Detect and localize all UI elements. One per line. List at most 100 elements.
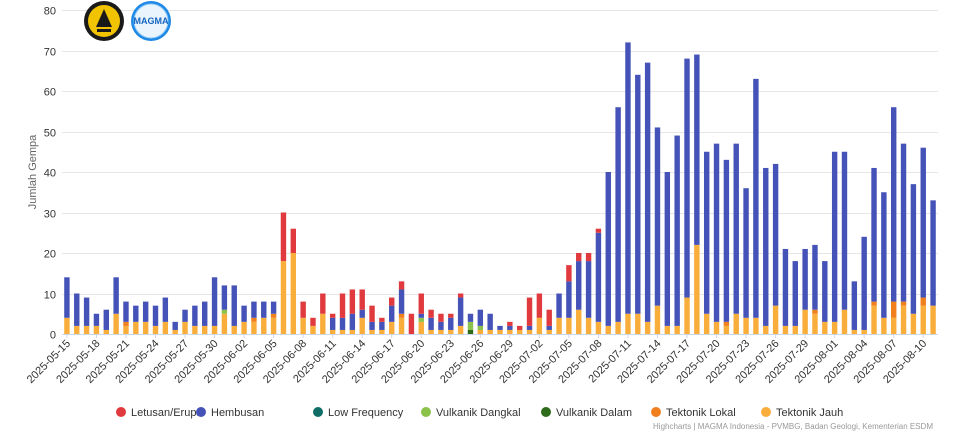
bar-segment[interactable]: [329, 313, 336, 318]
bar-stack[interactable]: [841, 151, 848, 334]
bar-stack[interactable]: [871, 167, 877, 334]
bar-segment[interactable]: [192, 325, 198, 334]
bar-segment[interactable]: [782, 325, 789, 334]
bar-segment[interactable]: [566, 265, 572, 282]
bar-segment[interactable]: [428, 317, 434, 330]
legend[interactable]: Letusan/Erupsi Hembusan Low Frequency Vulka…: [116, 407, 843, 419]
bar-segment[interactable]: [605, 172, 611, 326]
bar-segment[interactable]: [861, 236, 867, 330]
bar-segment[interactable]: [123, 325, 129, 334]
bar-segment[interactable]: [261, 317, 267, 334]
bar-segment[interactable]: [546, 325, 552, 330]
bar-segment[interactable]: [733, 313, 739, 334]
bar-stack[interactable]: [448, 313, 454, 334]
bar-segment[interactable]: [241, 321, 247, 334]
bar-segment[interactable]: [536, 293, 543, 318]
bar-stack[interactable]: [103, 309, 109, 334]
bar-segment[interactable]: [507, 325, 513, 330]
bar-segment[interactable]: [467, 321, 474, 330]
bar-segment[interactable]: [369, 305, 375, 322]
bar-segment[interactable]: [812, 244, 818, 310]
bar-segment[interactable]: [635, 74, 641, 314]
bar-segment[interactable]: [753, 78, 759, 318]
legend-item[interactable]: Tektonik Jauh: [761, 407, 843, 419]
bar-segment[interactable]: [526, 297, 533, 326]
bar-segment[interactable]: [202, 301, 208, 326]
bar-segment[interactable]: [438, 329, 444, 334]
bar-stack[interactable]: [261, 301, 267, 334]
bar-stack[interactable]: [635, 74, 641, 334]
bar-segment[interactable]: [920, 297, 926, 306]
bar-segment[interactable]: [359, 317, 365, 334]
bar-segment[interactable]: [74, 325, 80, 334]
bar-stack[interactable]: [507, 321, 513, 334]
bar-stack[interactable]: [920, 147, 926, 334]
bar-segment[interactable]: [418, 313, 424, 318]
bar-segment[interactable]: [733, 143, 739, 314]
bar-segment[interactable]: [546, 309, 552, 326]
bar-segment[interactable]: [644, 321, 651, 334]
bar-segment[interactable]: [379, 329, 385, 334]
bar-segment[interactable]: [389, 305, 395, 322]
bar-segment[interactable]: [418, 293, 424, 314]
bar-segment[interactable]: [398, 317, 405, 334]
bar-segment[interactable]: [615, 321, 621, 334]
bar-segment[interactable]: [418, 321, 424, 334]
bar-stack[interactable]: [457, 293, 464, 335]
bar-segment[interactable]: [398, 281, 405, 290]
bar-segment[interactable]: [261, 301, 267, 318]
bar-segment[interactable]: [900, 305, 907, 334]
bar-segment[interactable]: [448, 317, 454, 330]
bar-segment[interactable]: [310, 317, 316, 326]
bar-stack[interactable]: [644, 62, 651, 334]
bar-segment[interactable]: [320, 293, 326, 314]
bar-stack[interactable]: [231, 285, 237, 334]
bar-stack[interactable]: [910, 184, 917, 334]
bar-segment[interactable]: [162, 321, 169, 334]
bar-segment[interactable]: [369, 321, 375, 330]
bar-segment[interactable]: [103, 309, 109, 330]
bar-segment[interactable]: [900, 143, 907, 302]
bar-segment[interactable]: [221, 309, 228, 314]
bar-segment[interactable]: [802, 248, 808, 310]
bar-segment[interactable]: [211, 277, 218, 326]
bar-segment[interactable]: [457, 297, 464, 326]
bar-segment[interactable]: [812, 309, 818, 314]
bar-segment[interactable]: [576, 261, 582, 310]
bar-segment[interactable]: [763, 167, 769, 326]
bar-segment[interactable]: [231, 325, 237, 334]
bar-segment[interactable]: [300, 301, 306, 318]
bar-segment[interactable]: [93, 325, 100, 334]
bar-stack[interactable]: [694, 54, 700, 334]
bar-segment[interactable]: [497, 329, 503, 334]
bar-stack[interactable]: [566, 265, 572, 334]
bar-segment[interactable]: [812, 313, 818, 334]
bar-segment[interactable]: [743, 188, 749, 318]
bar-segment[interactable]: [664, 325, 671, 334]
bar-series[interactable]: [64, 42, 936, 334]
bar-segment[interactable]: [359, 309, 365, 318]
bar-stack[interactable]: [123, 301, 129, 334]
bar-stack[interactable]: [605, 172, 611, 334]
bar-segment[interactable]: [556, 293, 562, 318]
bar-stack[interactable]: [615, 107, 621, 334]
bar-segment[interactable]: [113, 277, 119, 314]
bar-segment[interactable]: [861, 329, 867, 334]
bar-segment[interactable]: [339, 317, 346, 330]
bar-segment[interactable]: [635, 313, 641, 334]
bar-stack[interactable]: [782, 248, 789, 334]
bar-stack[interactable]: [595, 228, 602, 334]
bar-segment[interactable]: [871, 167, 877, 302]
bar-segment[interactable]: [576, 309, 582, 334]
bar-stack[interactable]: [763, 167, 769, 334]
credit-text[interactable]: Highcharts | MAGMA Indonesia - PVMBG, Ba…: [653, 422, 933, 431]
bar-segment[interactable]: [536, 317, 543, 334]
bar-stack[interactable]: [379, 317, 385, 334]
bar-stack[interactable]: [772, 163, 779, 334]
bar-stack[interactable]: [891, 107, 897, 334]
bar-stack[interactable]: [703, 151, 710, 334]
legend-item[interactable]: Low Frequency: [313, 407, 404, 419]
bar-segment[interactable]: [349, 289, 356, 314]
bar-stack[interactable]: [93, 313, 100, 334]
bar-stack[interactable]: [861, 236, 867, 334]
